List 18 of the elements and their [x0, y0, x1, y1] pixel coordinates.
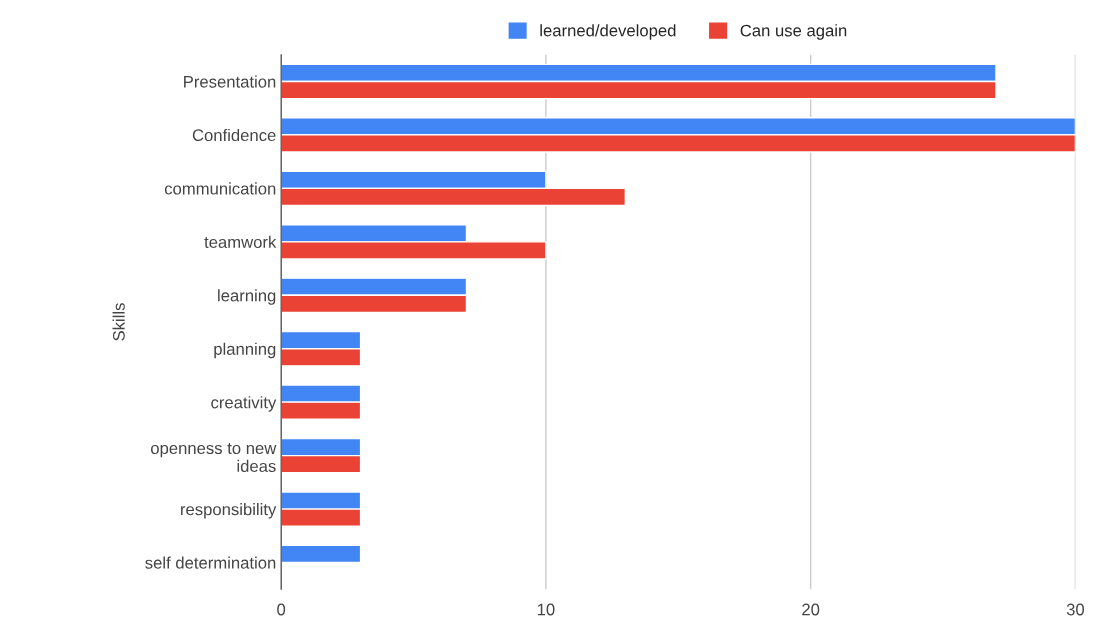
x-tick-label: 10 — [537, 603, 555, 616]
legend-label: learned/developed — [540, 24, 676, 40]
y-tick-label: responsibility — [181, 503, 277, 519]
y-tick-label: creativity — [211, 396, 277, 412]
y-tick-label: learning — [218, 289, 276, 305]
bar — [281, 544, 362, 564]
x-tick-label: 0 — [277, 603, 286, 616]
y-tick-label: planning — [214, 342, 276, 359]
y-tick-label: teamwork — [204, 235, 277, 249]
y-axis-title: Skills — [112, 303, 125, 341]
y-tick-label: Confidence — [192, 128, 276, 142]
y-tick-label: Presentation — [184, 75, 276, 88]
legend-label: Can use again — [740, 24, 847, 40]
x-tick-label: 30 — [1066, 603, 1085, 616]
y-tick-label: openness to new ideas — [150, 443, 277, 473]
x-tick-label: 20 — [802, 603, 820, 616]
y-tick-label: communication — [164, 182, 276, 195]
y-tick-label: self determination — [145, 556, 276, 569]
